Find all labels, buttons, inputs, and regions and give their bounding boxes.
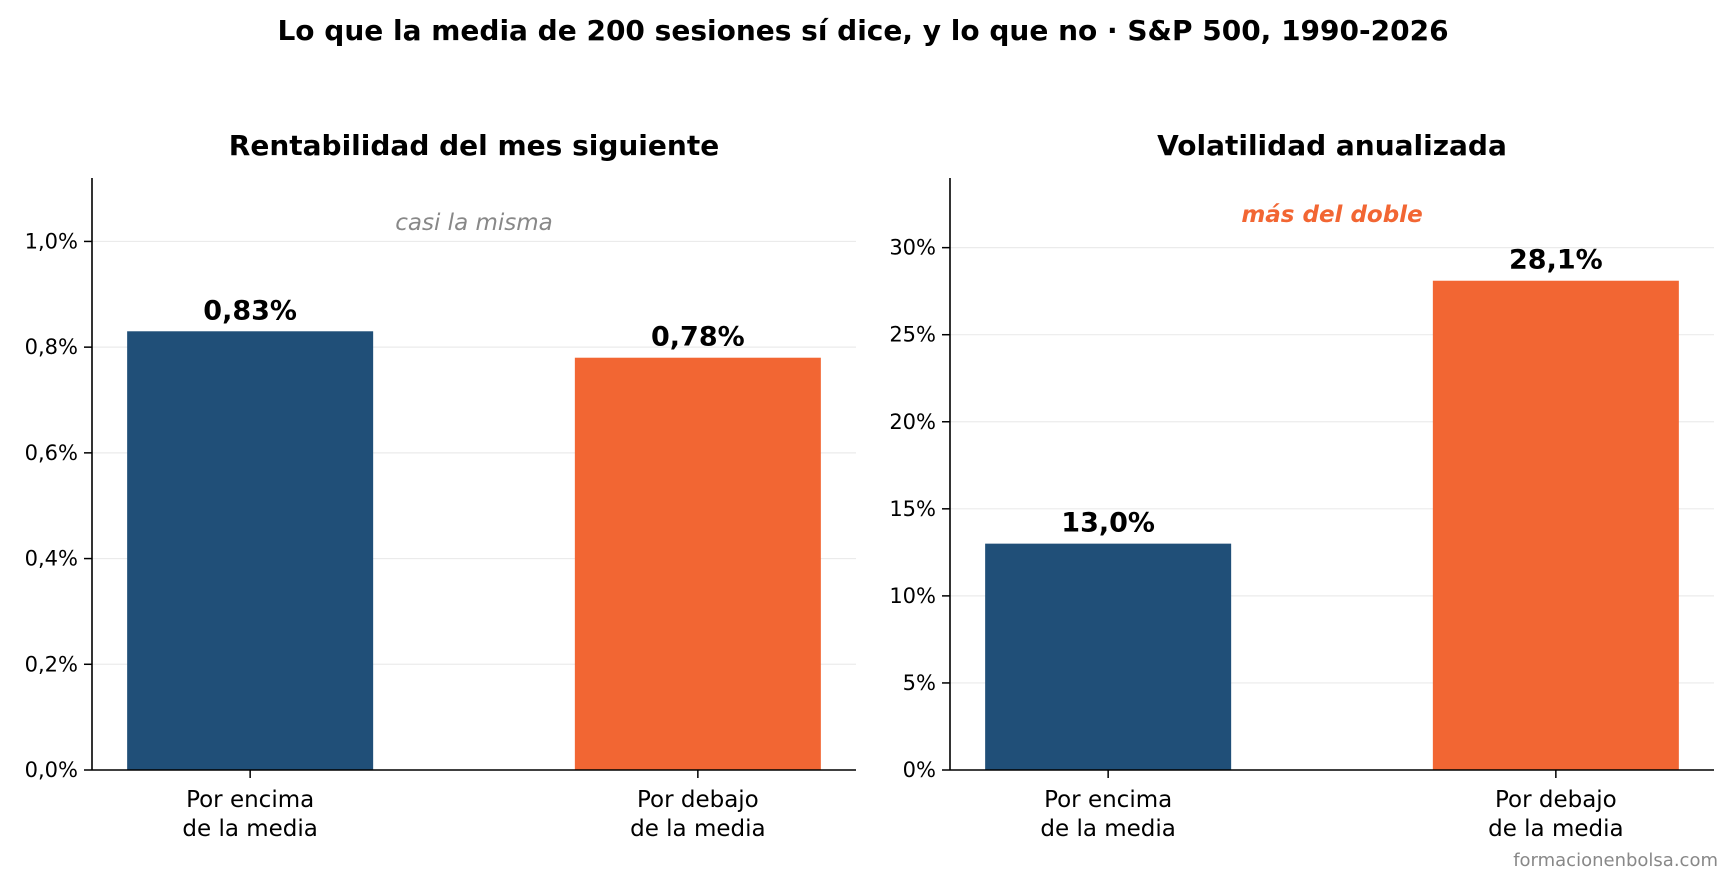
bar	[127, 331, 374, 770]
x-category-label: de la media	[630, 816, 766, 842]
panel-2: Volatilidad anualizada 0% 5% 10% 15% 20% 25% 30…	[889, 129, 1714, 842]
x-category-label: Por encima	[1044, 787, 1172, 813]
annotation-text: más del doble	[1241, 202, 1422, 228]
bar-value-label: 28,1%	[1509, 245, 1603, 276]
y-tick-label: 5%	[903, 671, 936, 695]
x-category-label: de la media	[1488, 816, 1624, 842]
y-tick-label: 0,8%	[25, 335, 78, 359]
footer-credit: formacionenbolsa.com	[1513, 850, 1718, 871]
bar-value-label: 0,83%	[203, 295, 297, 326]
x-category-label: de la media	[182, 816, 318, 842]
panel-title: Volatilidad anualizada	[1157, 129, 1507, 162]
x-category-label: Por encima	[186, 787, 314, 813]
figure-title: Lo que la media de 200 sesiones sí dice,…	[277, 14, 1448, 47]
panel-1: Rentabilidad del mes siguiente 0,0% 0,2% 0,…	[25, 129, 856, 842]
panel-title: Rentabilidad del mes siguiente	[229, 129, 719, 162]
y-tick-label: 0,0%	[25, 758, 78, 782]
y-tick-label: 30%	[889, 236, 936, 260]
x-category-label: Por debajo	[1495, 787, 1617, 813]
x-category-label: de la media	[1040, 816, 1176, 842]
bar	[1432, 280, 1679, 770]
bar	[985, 543, 1232, 770]
y-tick-label: 0,4%	[25, 547, 78, 571]
y-tick-label: 20%	[889, 410, 936, 434]
bar	[574, 357, 821, 770]
y-tick-label: 15%	[889, 497, 936, 521]
annotation-text: casi la misma	[395, 210, 553, 236]
y-tick-label: 0,2%	[25, 652, 78, 676]
y-tick-label: 1,0%	[25, 229, 78, 253]
bar-value-label: 13,0%	[1061, 508, 1155, 539]
x-category-label: Por debajo	[637, 787, 759, 813]
y-tick-label: 0,6%	[25, 441, 78, 465]
y-tick-label: 0%	[903, 758, 936, 782]
bar-value-label: 0,78%	[651, 322, 745, 353]
y-tick-label: 25%	[889, 323, 936, 347]
y-tick-label: 10%	[889, 584, 936, 608]
